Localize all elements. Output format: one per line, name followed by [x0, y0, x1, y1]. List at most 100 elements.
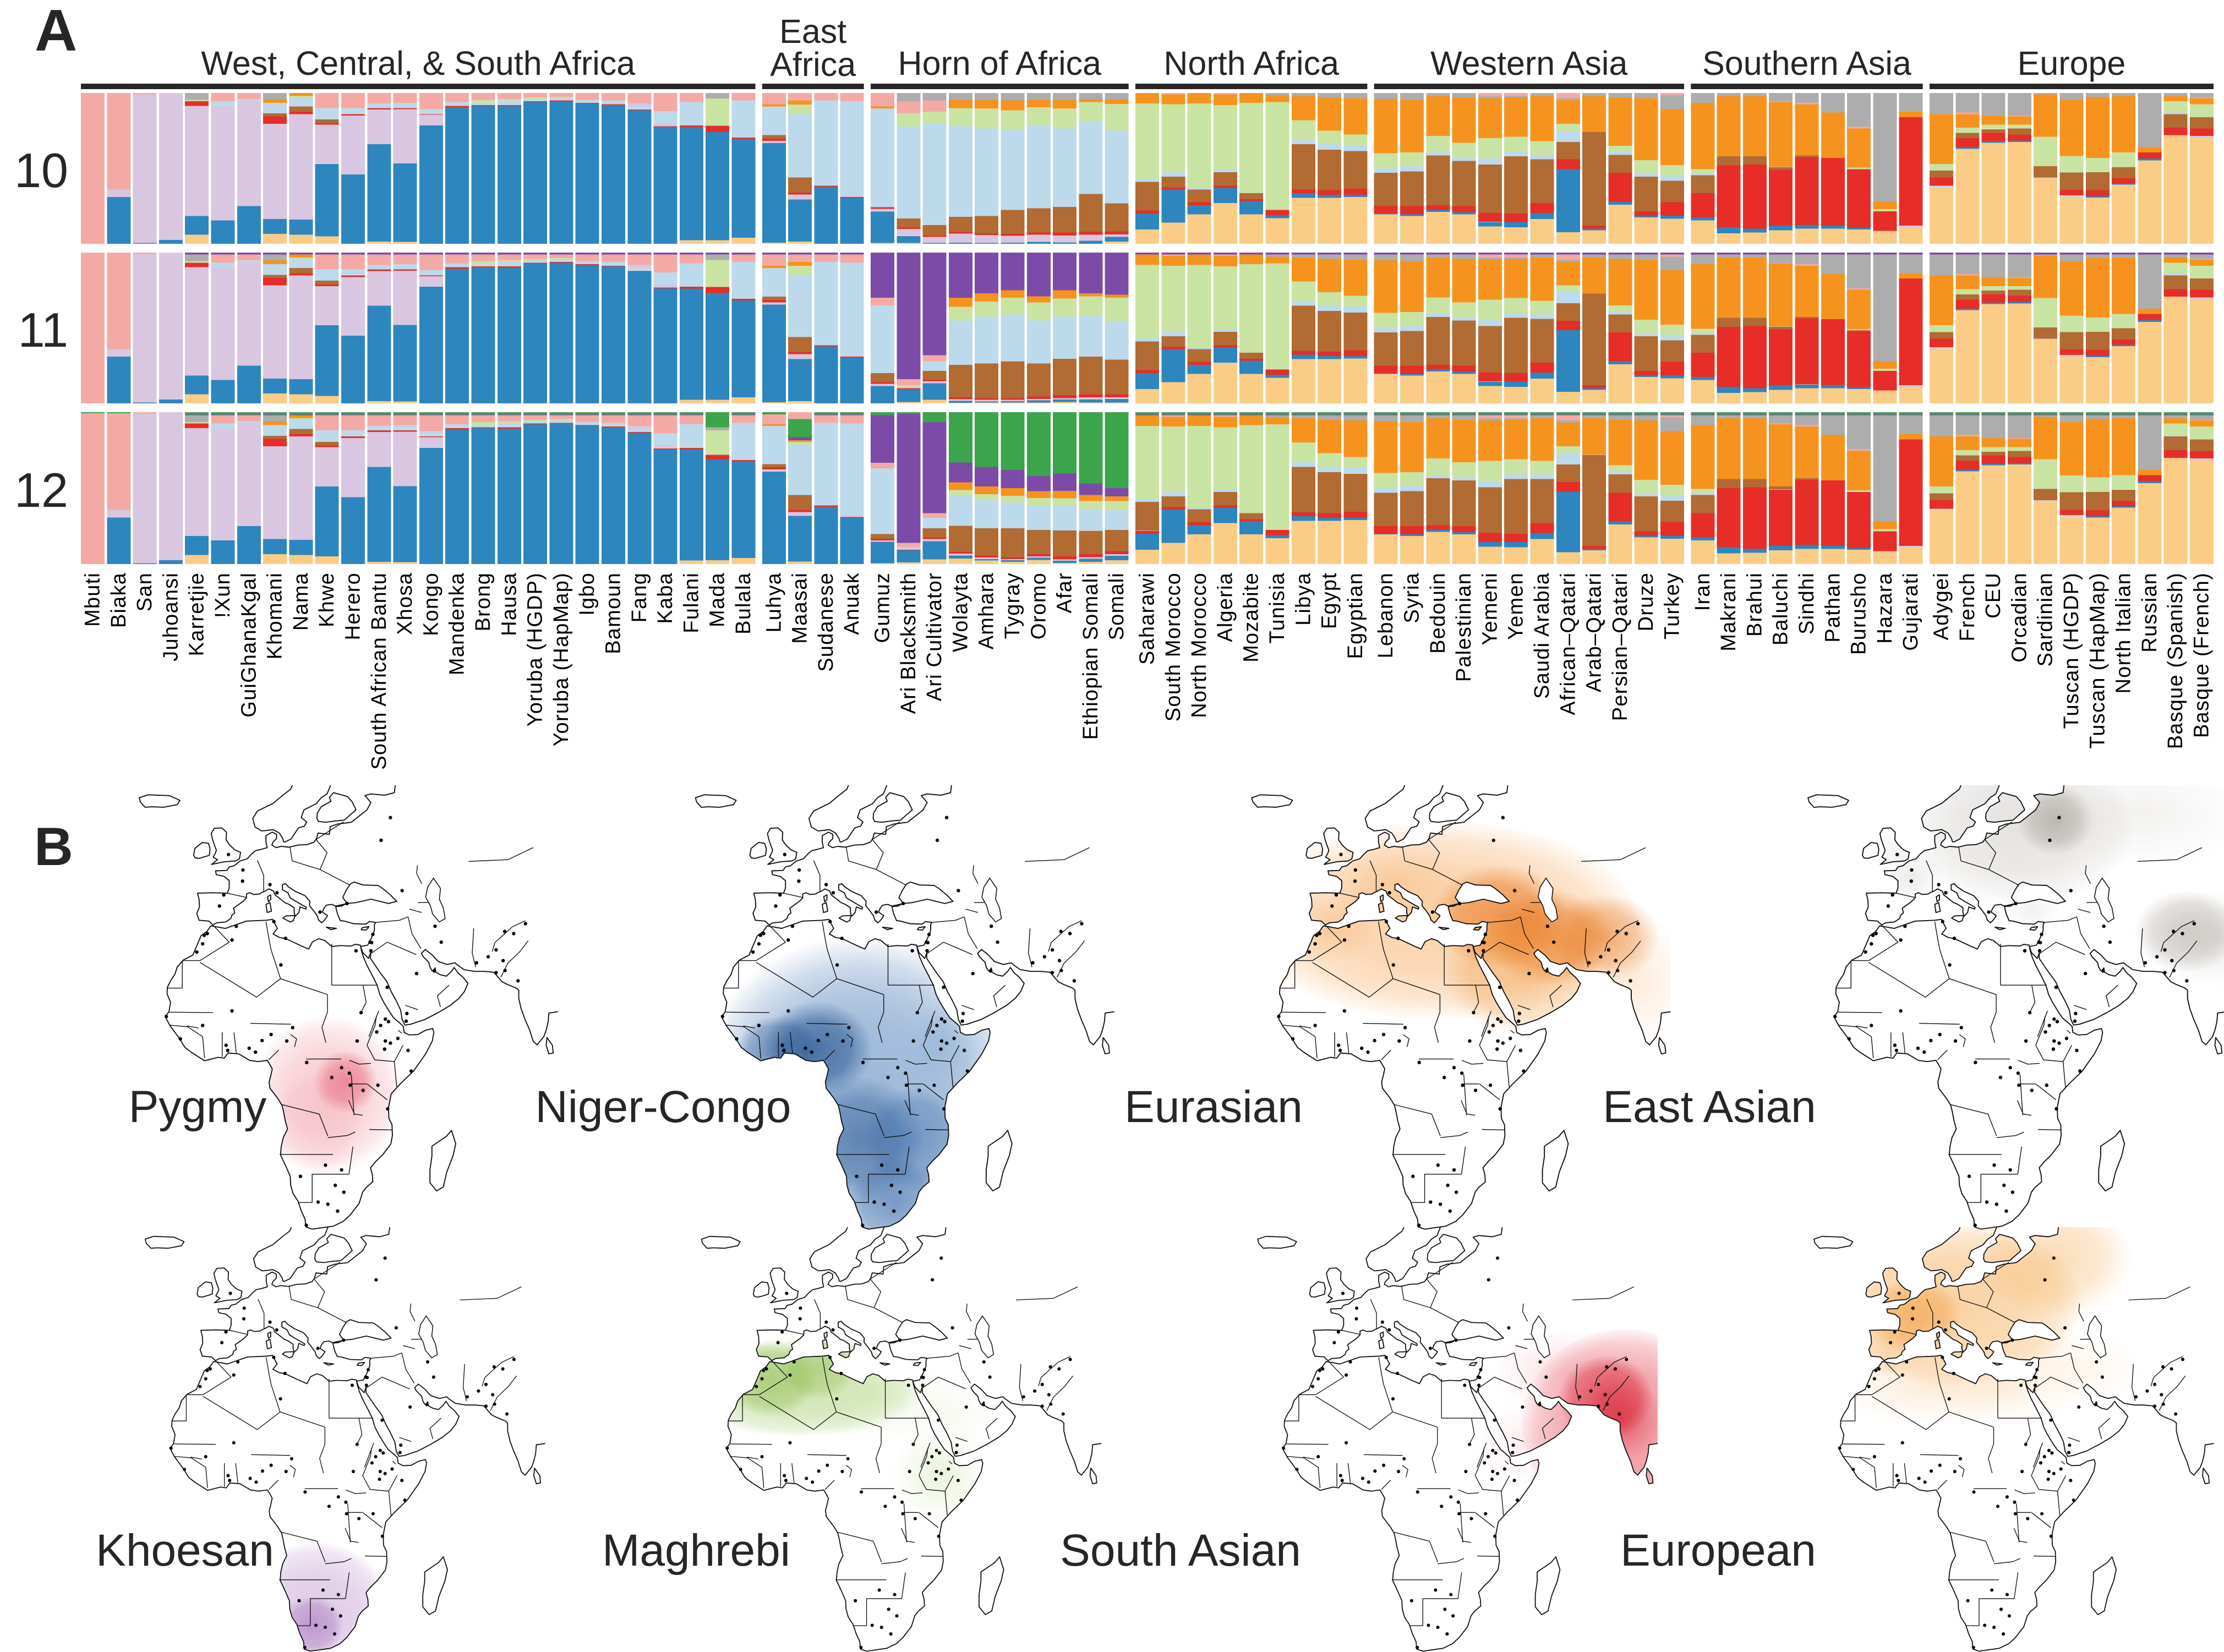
svg-text:East: East — [779, 13, 846, 50]
svg-text:GuiGhanaKgal: GuiGhanaKgal — [237, 572, 260, 718]
svg-text:Tygray: Tygray — [1001, 572, 1024, 639]
svg-text:North Italian: North Italian — [2112, 572, 2135, 693]
svg-text:French: French — [1956, 572, 1979, 641]
svg-text:Amhara: Amhara — [975, 572, 998, 649]
svg-text:Kaba: Kaba — [654, 572, 677, 624]
svg-text:A: A — [35, 0, 77, 63]
svg-text:!Xun: !Xun — [211, 572, 234, 618]
svg-text:West, Central, & South Africa: West, Central, & South Africa — [201, 45, 635, 82]
svg-text:San: San — [133, 572, 156, 611]
svg-text:Yemeni: Yemeni — [1478, 572, 1501, 646]
svg-text:Gumuz: Gumuz — [871, 572, 894, 643]
svg-text:Russian: Russian — [2138, 572, 2161, 653]
svg-text:Druze: Druze — [1635, 572, 1658, 631]
svg-text:Saharawi: Saharawi — [1136, 572, 1159, 665]
svg-text:12: 12 — [14, 463, 68, 517]
svg-text:Basque (Spanish): Basque (Spanish) — [2164, 572, 2187, 749]
svg-text:Ethiopian Somali: Ethiopian Somali — [1079, 572, 1102, 740]
svg-text:Luhya: Luhya — [762, 572, 785, 633]
svg-text:East Asian: East Asian — [1603, 1082, 1816, 1132]
svg-text:Mozabite: Mozabite — [1240, 572, 1263, 663]
svg-text:Ari Blacksmith: Ari Blacksmith — [897, 572, 920, 714]
svg-text:Burusho: Burusho — [1848, 572, 1871, 655]
svg-text:Pygmy: Pygmy — [129, 1082, 267, 1132]
svg-text:Southern Asia: Southern Asia — [1702, 45, 1911, 82]
svg-text:South Morocco: South Morocco — [1162, 572, 1185, 721]
svg-text:Pathan: Pathan — [1821, 572, 1844, 643]
svg-text:Persian–Qatari: Persian–Qatari — [1609, 572, 1632, 721]
svg-text:Baluchi: Baluchi — [1769, 572, 1793, 646]
svg-text:Makrani: Makrani — [1717, 572, 1740, 652]
svg-text:Libya: Libya — [1292, 572, 1315, 626]
svg-text:CEU: CEU — [1982, 572, 2005, 619]
svg-text:Europe: Europe — [2018, 45, 2126, 82]
svg-text:Egyptian: Egyptian — [1344, 572, 1367, 659]
svg-text:African–Qatari: African–Qatari — [1556, 572, 1580, 715]
svg-text:Turkey: Turkey — [1661, 572, 1684, 639]
svg-text:Juhoansi: Juhoansi — [159, 572, 182, 661]
svg-text:Somali: Somali — [1105, 572, 1128, 640]
svg-text:Sindhi: Sindhi — [1795, 572, 1818, 634]
svg-text:Yoruba (HGDP): Yoruba (HGDP) — [524, 572, 547, 726]
svg-text:Nama: Nama — [289, 572, 313, 631]
svg-text:10: 10 — [14, 143, 68, 198]
svg-text:Western Asia: Western Asia — [1430, 45, 1627, 82]
svg-text:Eurasian: Eurasian — [1124, 1082, 1303, 1132]
svg-text:Yemen: Yemen — [1505, 572, 1528, 640]
svg-text:11: 11 — [18, 303, 68, 357]
svg-text:Basque (French): Basque (French) — [2190, 572, 2214, 738]
svg-text:Afar: Afar — [1053, 572, 1077, 614]
svg-text:Wolayta: Wolayta — [949, 572, 972, 652]
svg-text:Orcadian: Orcadian — [2008, 572, 2031, 663]
svg-text:Herero: Herero — [342, 572, 365, 640]
svg-text:Oromo: Oromo — [1027, 572, 1050, 639]
svg-text:Gujarati: Gujarati — [1899, 572, 1922, 651]
svg-text:Ari Cultivator: Ari Cultivator — [923, 572, 946, 701]
svg-text:Khomani: Khomani — [264, 572, 287, 659]
svg-text:Bulala: Bulala — [732, 572, 755, 634]
svg-text:Kongo: Kongo — [419, 572, 442, 636]
svg-text:Karretjie: Karretjie — [185, 572, 209, 656]
svg-text:Fulani: Fulani — [680, 572, 703, 633]
svg-text:Horn of Africa: Horn of Africa — [898, 45, 1102, 82]
svg-text:South African Bantu: South African Bantu — [368, 572, 391, 770]
svg-text:Hazara: Hazara — [1873, 572, 1897, 644]
svg-text:Niger-Congo: Niger-Congo — [535, 1082, 791, 1132]
svg-text:Xhosa: Xhosa — [394, 572, 417, 635]
svg-text:Khoesan: Khoesan — [96, 1525, 274, 1576]
svg-text:Mbuti: Mbuti — [81, 572, 105, 627]
svg-text:Hausa: Hausa — [498, 572, 521, 636]
svg-text:Saudi Arabia: Saudi Arabia — [1531, 572, 1554, 699]
svg-text:Bamoun: Bamoun — [602, 572, 625, 654]
svg-text:South Asian: South Asian — [1060, 1525, 1301, 1576]
svg-text:Mada: Mada — [706, 572, 729, 627]
svg-text:North Morocco: North Morocco — [1188, 572, 1211, 718]
svg-text:Tunisia: Tunisia — [1266, 572, 1289, 644]
svg-text:Adygei: Adygei — [1930, 572, 1953, 640]
svg-text:Igbo: Igbo — [576, 572, 599, 616]
svg-text:Syria: Syria — [1401, 572, 1424, 623]
svg-text:Maasai: Maasai — [789, 572, 812, 644]
svg-text:Lebanon: Lebanon — [1374, 572, 1397, 658]
svg-text:Anuak: Anuak — [840, 572, 864, 635]
svg-text:North Africa: North Africa — [1163, 45, 1339, 82]
svg-text:Palestinian: Palestinian — [1452, 572, 1476, 682]
svg-text:Iran: Iran — [1691, 572, 1714, 611]
svg-text:Africa: Africa — [770, 46, 856, 83]
svg-text:Tuscan (HGDP): Tuscan (HGDP) — [2060, 572, 2083, 729]
svg-text:Maghrebi: Maghrebi — [602, 1525, 790, 1576]
svg-text:Sudanese: Sudanese — [815, 572, 838, 672]
svg-text:Sardinian: Sardinian — [2034, 572, 2057, 666]
svg-text:European: European — [1620, 1525, 1816, 1576]
svg-text:Yoruba (HapMap): Yoruba (HapMap) — [550, 572, 573, 747]
svg-text:Mandenka: Mandenka — [446, 572, 469, 675]
svg-text:Arab–Qatari: Arab–Qatari — [1583, 572, 1606, 692]
svg-text:Tuscan (HapMap): Tuscan (HapMap) — [2086, 572, 2109, 749]
svg-text:Brong: Brong — [472, 572, 495, 631]
svg-text:Biaka: Biaka — [107, 572, 130, 628]
svg-text:Egypt: Egypt — [1318, 572, 1341, 629]
svg-text:Bedouin: Bedouin — [1427, 572, 1450, 654]
svg-text:Khwe: Khwe — [315, 572, 338, 627]
svg-text:Fang: Fang — [628, 572, 651, 622]
svg-text:Brahui: Brahui — [1743, 572, 1766, 637]
